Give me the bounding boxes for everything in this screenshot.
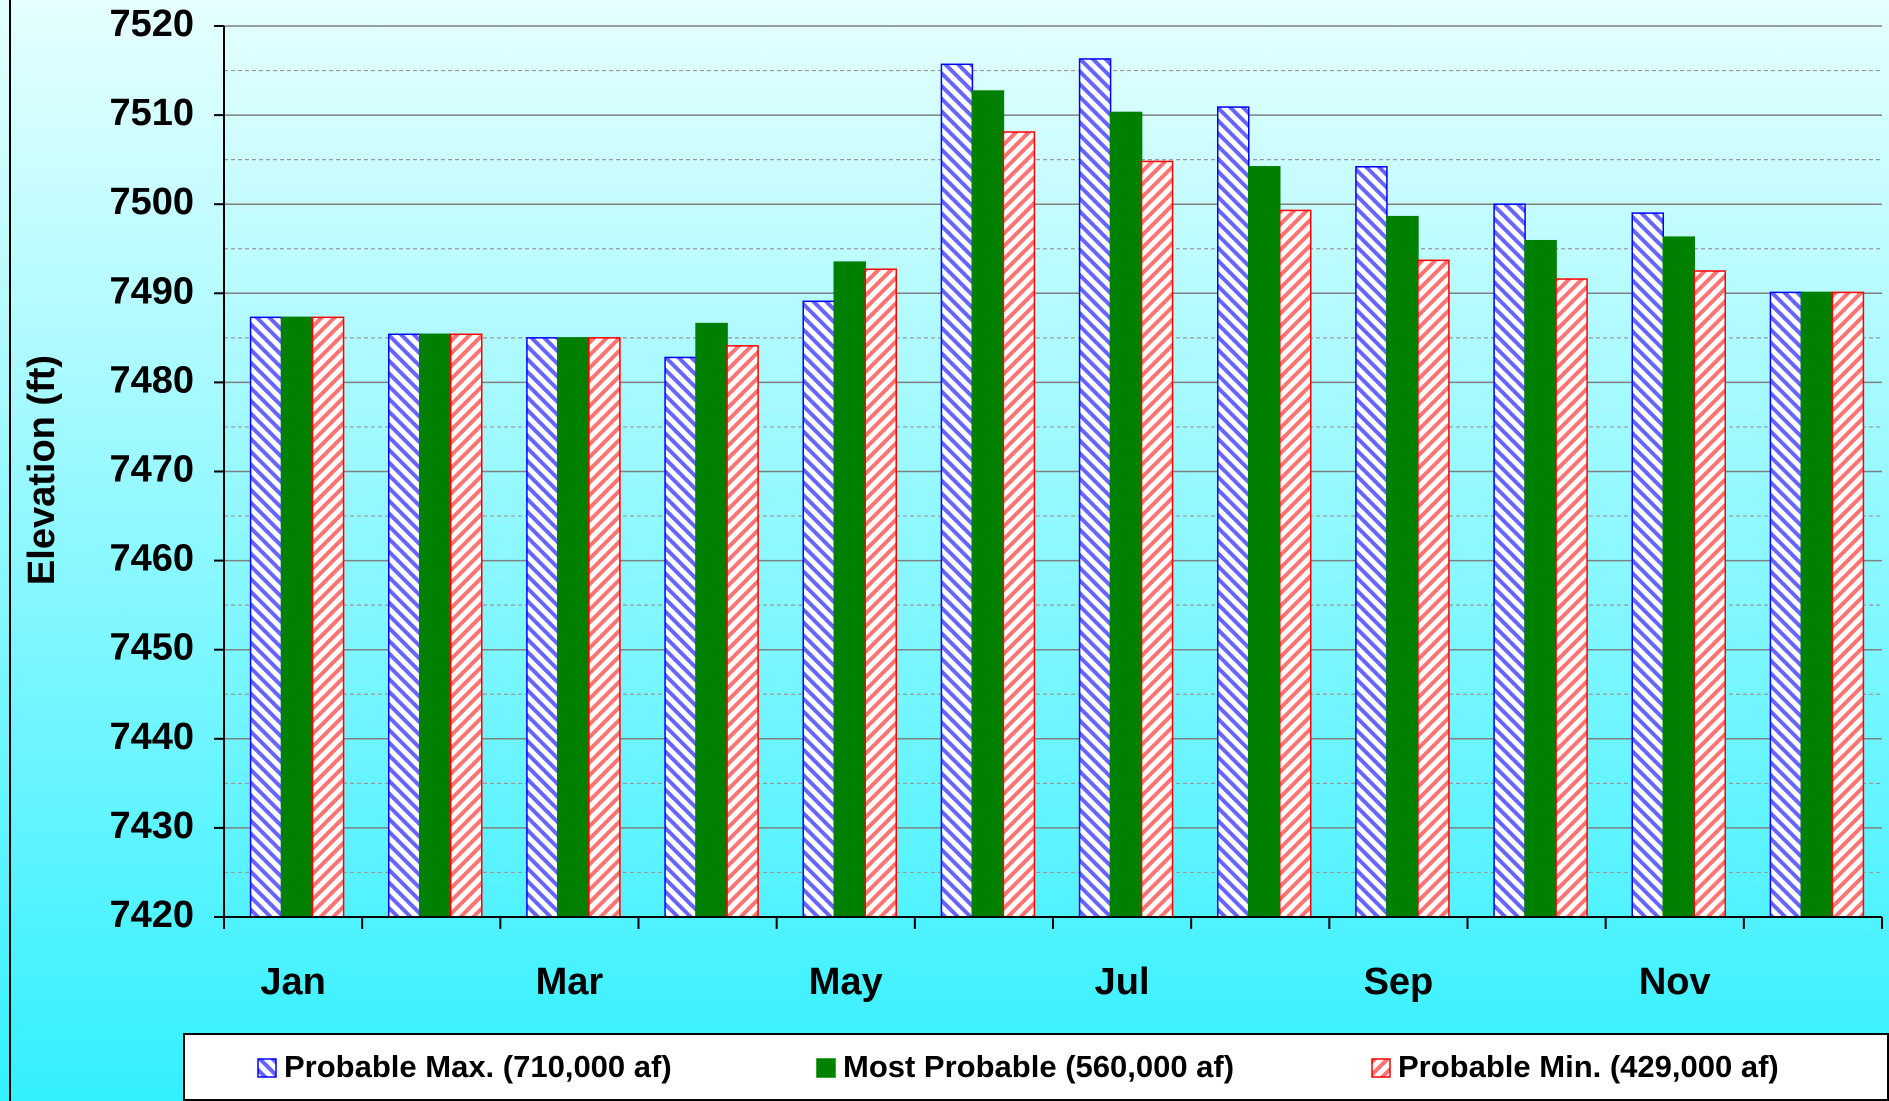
y-tick-label: 7450 [109,627,194,669]
bar [419,333,452,918]
bar [1279,209,1312,918]
bar [1769,291,1803,918]
y-tick-label: 7470 [109,449,194,491]
legend-swatch [1371,1058,1391,1078]
bar [1555,278,1588,918]
bar [1662,236,1695,918]
bar [588,337,621,918]
bar [311,316,345,918]
bar [726,345,759,918]
y-tick-label: 7510 [109,92,194,134]
y-tick-label: 7430 [109,805,194,847]
y-axis-label: Elevation (ft) [21,355,63,585]
legend-box [183,1033,1889,1101]
x-tick-label: Jan [260,961,325,1003]
bar [940,63,974,918]
bar [1386,215,1419,918]
bar [1831,291,1865,918]
bar [664,356,697,918]
bar [1109,111,1143,918]
bar [695,322,728,918]
legend-label: Most Probable (560,000 af) [843,1049,1234,1084]
legend-label: Probable Min. (429,000 af) [1398,1049,1779,1084]
bar [280,316,314,918]
x-tick-label: Nov [1639,961,1711,1003]
bar [1417,259,1450,918]
x-tick-label: Jul [1095,961,1150,1003]
bar [1002,131,1036,918]
bar [971,90,1005,918]
y-tick-label: 7500 [109,181,194,223]
bar [1524,239,1557,918]
bar [1355,166,1388,918]
y-tick-label: 7460 [109,538,194,580]
bar [1631,212,1664,918]
legend-swatch [816,1058,836,1078]
bar [1693,270,1726,918]
y-tick-label: 7440 [109,716,194,758]
bar [1217,106,1250,918]
bar [1248,166,1281,918]
y-tick-label: 7420 [109,894,194,936]
bar [249,316,283,918]
bar [557,337,590,918]
y-tick-label: 7480 [109,359,194,401]
y-tick-label: 7490 [109,270,194,312]
legend-label: Probable Max. (710,000 af) [284,1049,672,1084]
y-tick-label: 7520 [109,3,194,45]
bar [864,268,897,918]
bar [526,337,559,918]
bar [802,300,835,918]
bar [1800,291,1834,918]
x-tick-label: Sep [1364,961,1434,1003]
bar [1493,203,1526,918]
bar [833,261,866,918]
x-tick-label: May [809,961,883,1003]
legend-swatch [257,1058,277,1078]
x-tick-label: Mar [536,961,604,1003]
bar [450,333,483,918]
bar [388,333,421,918]
bar [1140,160,1174,918]
bar [1078,58,1112,918]
